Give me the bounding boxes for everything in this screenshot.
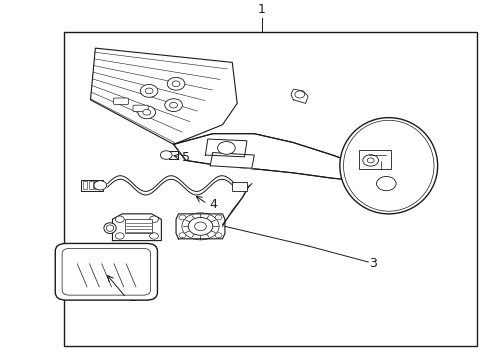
Bar	[82, 181, 87, 189]
Ellipse shape	[339, 118, 437, 214]
Circle shape	[362, 155, 378, 166]
Text: 2: 2	[129, 291, 137, 304]
Circle shape	[145, 88, 153, 94]
Bar	[63, 32, 476, 346]
Bar	[88, 181, 93, 189]
Circle shape	[142, 109, 150, 115]
Circle shape	[164, 99, 182, 112]
Text: 3: 3	[368, 257, 376, 270]
Polygon shape	[168, 152, 178, 159]
Polygon shape	[205, 139, 246, 157]
Circle shape	[215, 215, 222, 220]
Bar	[94, 181, 99, 189]
Text: 5: 5	[182, 151, 189, 164]
Circle shape	[194, 222, 206, 231]
Circle shape	[140, 85, 158, 97]
Ellipse shape	[104, 223, 116, 234]
Circle shape	[217, 141, 235, 154]
FancyBboxPatch shape	[113, 98, 128, 104]
Circle shape	[215, 233, 222, 238]
Circle shape	[188, 217, 212, 235]
Circle shape	[160, 151, 172, 159]
Polygon shape	[90, 48, 237, 144]
Circle shape	[149, 233, 158, 239]
Circle shape	[167, 77, 184, 90]
Circle shape	[179, 215, 185, 220]
Circle shape	[366, 158, 373, 163]
Polygon shape	[176, 214, 224, 239]
Circle shape	[115, 216, 124, 222]
Circle shape	[169, 102, 177, 108]
Circle shape	[94, 181, 106, 190]
Circle shape	[149, 216, 158, 222]
Circle shape	[294, 91, 304, 98]
Circle shape	[115, 233, 124, 239]
FancyBboxPatch shape	[133, 105, 148, 112]
Text: 4: 4	[209, 198, 217, 211]
Polygon shape	[173, 134, 351, 180]
Circle shape	[138, 106, 155, 119]
Circle shape	[172, 81, 180, 87]
Bar	[81, 180, 102, 191]
Bar	[232, 182, 246, 191]
FancyBboxPatch shape	[55, 243, 157, 300]
Polygon shape	[290, 89, 307, 103]
Circle shape	[376, 176, 395, 191]
Text: 1: 1	[257, 3, 265, 16]
Circle shape	[179, 233, 185, 238]
Polygon shape	[210, 153, 254, 168]
Bar	[124, 219, 151, 234]
Bar	[359, 150, 390, 169]
Polygon shape	[112, 214, 161, 240]
